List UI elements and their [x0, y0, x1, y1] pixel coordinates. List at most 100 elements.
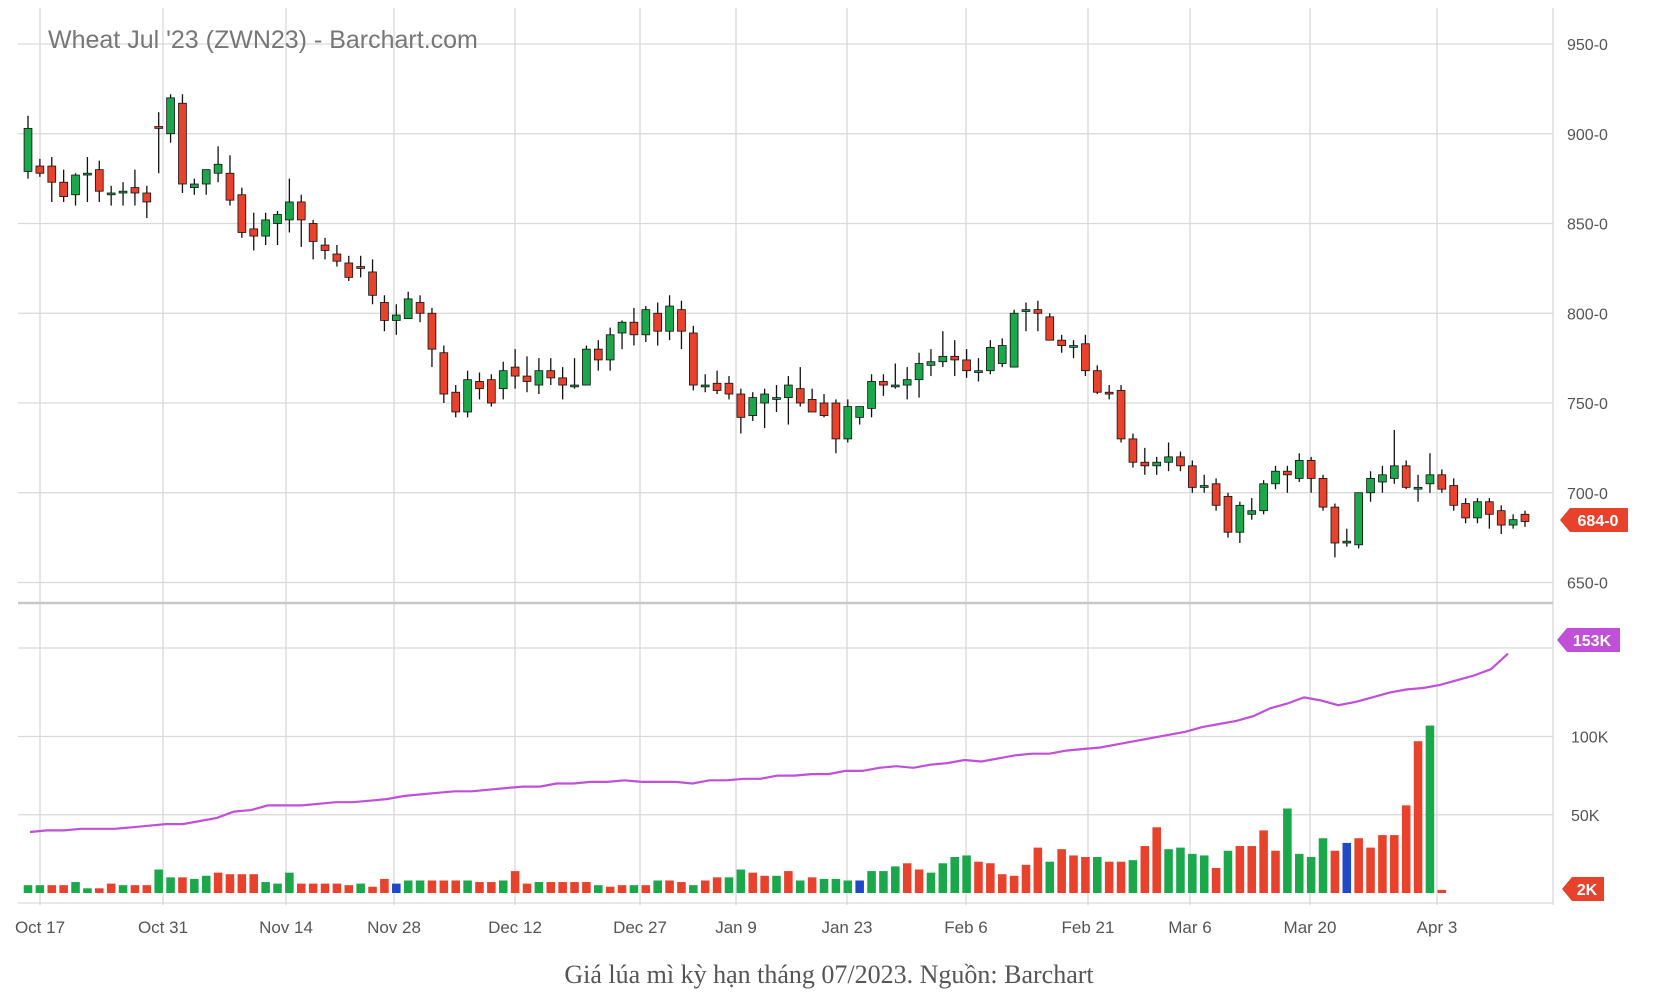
- candle: [807, 388, 817, 413]
- candle: [1425, 453, 1435, 493]
- price-chart: Wheat Jul '23 (ZWN23) - Barchart.com 950…: [15, 8, 1628, 937]
- volume-bar: [1033, 847, 1043, 893]
- volume-bar: [1045, 861, 1055, 893]
- candle: [1473, 498, 1482, 524]
- volume-bar: [403, 880, 413, 893]
- volume-bar: [415, 880, 425, 893]
- volume-bar: [47, 885, 57, 893]
- time-tick-label: Apr 3: [1417, 918, 1458, 937]
- volume-bar: [1342, 842, 1352, 893]
- candle: [451, 385, 461, 418]
- candle: [261, 212, 270, 246]
- volume-bar: [1283, 808, 1292, 893]
- volume-bar: [154, 869, 163, 893]
- candle: [843, 399, 853, 443]
- volume-bar: [510, 871, 520, 893]
- candle: [35, 158, 45, 177]
- candle: [653, 302, 663, 346]
- candle: [1188, 460, 1197, 493]
- candle: [1354, 492, 1363, 549]
- time-tick-label: Nov 14: [259, 918, 313, 937]
- candle: [831, 399, 841, 454]
- candle: [534, 358, 544, 395]
- volume-bar: [594, 885, 603, 893]
- time-tick-label: Oct 17: [15, 918, 65, 937]
- candle: [1116, 385, 1126, 443]
- candle: [1294, 453, 1304, 482]
- time-tick-label: Feb 6: [944, 918, 987, 937]
- volume-bar: [867, 871, 876, 893]
- volume-bar: [986, 863, 995, 893]
- last-volume-badge: 2K: [1562, 877, 1604, 901]
- candle: [249, 212, 259, 251]
- volume-bar: [308, 883, 318, 893]
- candle: [1211, 478, 1221, 511]
- candle: [1021, 302, 1031, 332]
- volume-bar: [760, 875, 769, 893]
- candle: [558, 367, 567, 400]
- volume-bar: [71, 882, 80, 893]
- candle: [475, 372, 484, 400]
- time-tick-label: Jan 9: [715, 918, 757, 937]
- volume-bar: [344, 885, 354, 893]
- candle: [498, 361, 508, 400]
- volume-bar: [380, 878, 389, 893]
- volume-bar: [558, 882, 567, 893]
- candle: [665, 295, 674, 341]
- candle: [677, 300, 686, 350]
- time-tick-label: Dec 27: [613, 918, 667, 937]
- candle: [427, 307, 437, 368]
- candle: [902, 367, 912, 400]
- volume-bar: [700, 880, 710, 893]
- volume-bar: [273, 883, 282, 893]
- volume-bar: [95, 888, 104, 893]
- open-interest-badge: 153K: [1557, 628, 1620, 652]
- volume-bar: [1081, 857, 1090, 893]
- volume-bar: [629, 885, 639, 893]
- candle: [629, 307, 639, 346]
- price-tick-label: 750-0: [1567, 396, 1608, 413]
- volume-bar: [1330, 850, 1340, 893]
- time-tick-label: Dec 12: [488, 918, 542, 937]
- candle: [1104, 385, 1114, 400]
- volume-bar: [178, 877, 187, 893]
- candle: [1496, 505, 1506, 535]
- figure-caption: Giá lúa mì kỳ hạn tháng 07/2023. Nguồn: …: [564, 960, 1094, 989]
- candle: [1330, 503, 1340, 558]
- volume-bar: [570, 882, 579, 893]
- time-tick-label: Mar 6: [1168, 918, 1211, 937]
- price-tick-label: 950-0: [1567, 37, 1608, 54]
- volume-bar: [617, 885, 627, 893]
- candle: [617, 320, 627, 350]
- candle: [1009, 309, 1019, 368]
- volume-bar: [902, 863, 912, 893]
- volume-bar: [1009, 875, 1019, 893]
- volume-bar: [213, 872, 223, 893]
- candle: [1508, 514, 1518, 529]
- candle: [380, 295, 389, 332]
- open-interest-label: 153K: [1573, 633, 1612, 650]
- volume-bar: [237, 874, 247, 893]
- candle: [439, 345, 449, 403]
- volume-bar: [807, 877, 817, 893]
- candle: [1069, 340, 1078, 359]
- candle: [1140, 447, 1150, 475]
- time-tick-label: Jan 23: [821, 918, 872, 937]
- candle: [795, 367, 805, 407]
- volume-bar: [249, 874, 259, 893]
- candle: [914, 352, 924, 398]
- volume-bar: [1223, 850, 1233, 893]
- volume-bar: [142, 885, 152, 893]
- volume-bar: [427, 880, 437, 893]
- candle: [962, 349, 971, 378]
- candle: [178, 94, 187, 193]
- candle: [71, 173, 80, 206]
- candle: [784, 376, 793, 425]
- candle: [1271, 465, 1280, 490]
- volume-bar: [1128, 860, 1138, 893]
- candle: [641, 306, 651, 342]
- volume-bar: [296, 883, 306, 893]
- volume-bar: [1057, 849, 1066, 893]
- candle: [1152, 456, 1162, 475]
- volume-bar: [225, 874, 235, 893]
